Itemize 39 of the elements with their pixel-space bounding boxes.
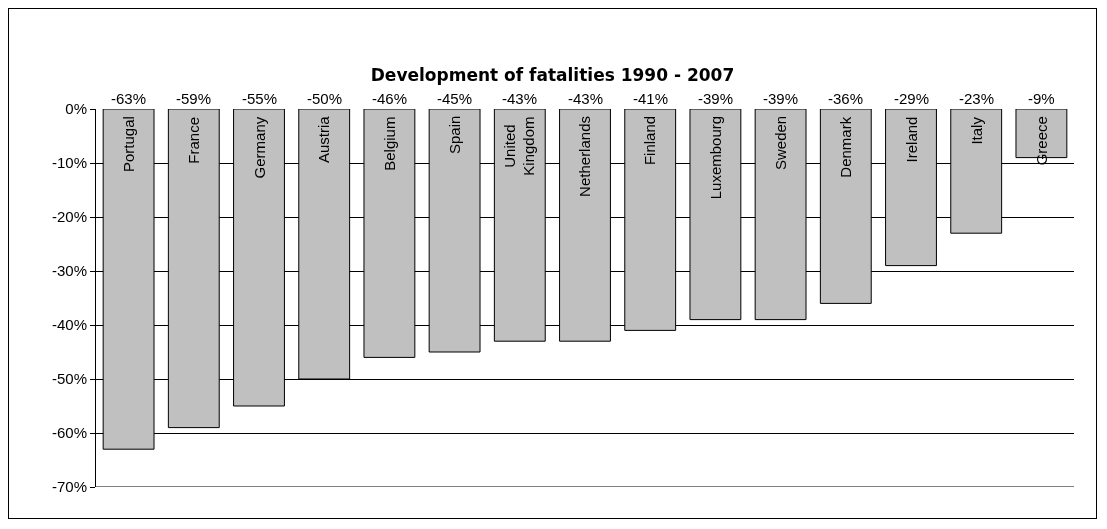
x-tick-label: Finland xyxy=(641,115,659,166)
x-tick-label: Belgium xyxy=(381,116,398,171)
x-tick-label: Luxembourg xyxy=(706,115,724,200)
x-tick-label: Ireland xyxy=(902,116,920,163)
x-tick-label: Austria xyxy=(315,115,333,164)
data-label: -29% xyxy=(894,90,930,107)
x-tick-label: Sweden xyxy=(772,115,790,170)
y-tick-label: -20% xyxy=(51,208,87,226)
x-tick-label: United Kingdom xyxy=(500,116,538,176)
y-tick-label: -30% xyxy=(51,262,87,280)
data-label: -46% xyxy=(372,90,408,107)
x-tick-label: Portugal xyxy=(120,116,138,172)
data-label: -43% xyxy=(568,90,604,107)
x-tick-label: Germany xyxy=(250,116,268,179)
x-tick-label: France xyxy=(184,117,202,164)
x-tick-label: Denmark xyxy=(836,116,854,178)
data-label: -45% xyxy=(437,90,473,107)
y-tick-label: -70% xyxy=(51,478,87,496)
x-tick-label: Spain xyxy=(446,115,464,154)
data-label: -55% xyxy=(242,90,278,107)
chart-title: Development of fatalities 1990 - 2007 xyxy=(370,65,735,86)
data-label: -23% xyxy=(959,90,995,107)
y-tick-label: -10% xyxy=(51,154,87,172)
data-label: -39% xyxy=(698,90,734,107)
x-tick-label: Netherlands xyxy=(576,116,594,197)
data-label: -59% xyxy=(176,90,212,107)
data-label: -63% xyxy=(111,90,147,107)
y-tick-label: -40% xyxy=(51,316,87,334)
data-label: -36% xyxy=(828,90,864,107)
data-label: -9% xyxy=(1028,90,1055,107)
data-label: -41% xyxy=(633,90,669,107)
y-tick-label: 0% xyxy=(65,100,87,118)
x-tick-label: Greece xyxy=(1032,116,1050,166)
data-label: -43% xyxy=(502,90,538,107)
y-tick-label: -60% xyxy=(51,424,87,442)
data-label: -50% xyxy=(307,90,343,107)
data-label: -39% xyxy=(763,90,799,107)
y-tick-label: -50% xyxy=(51,370,87,388)
x-tick-label: Italy xyxy=(967,116,985,145)
